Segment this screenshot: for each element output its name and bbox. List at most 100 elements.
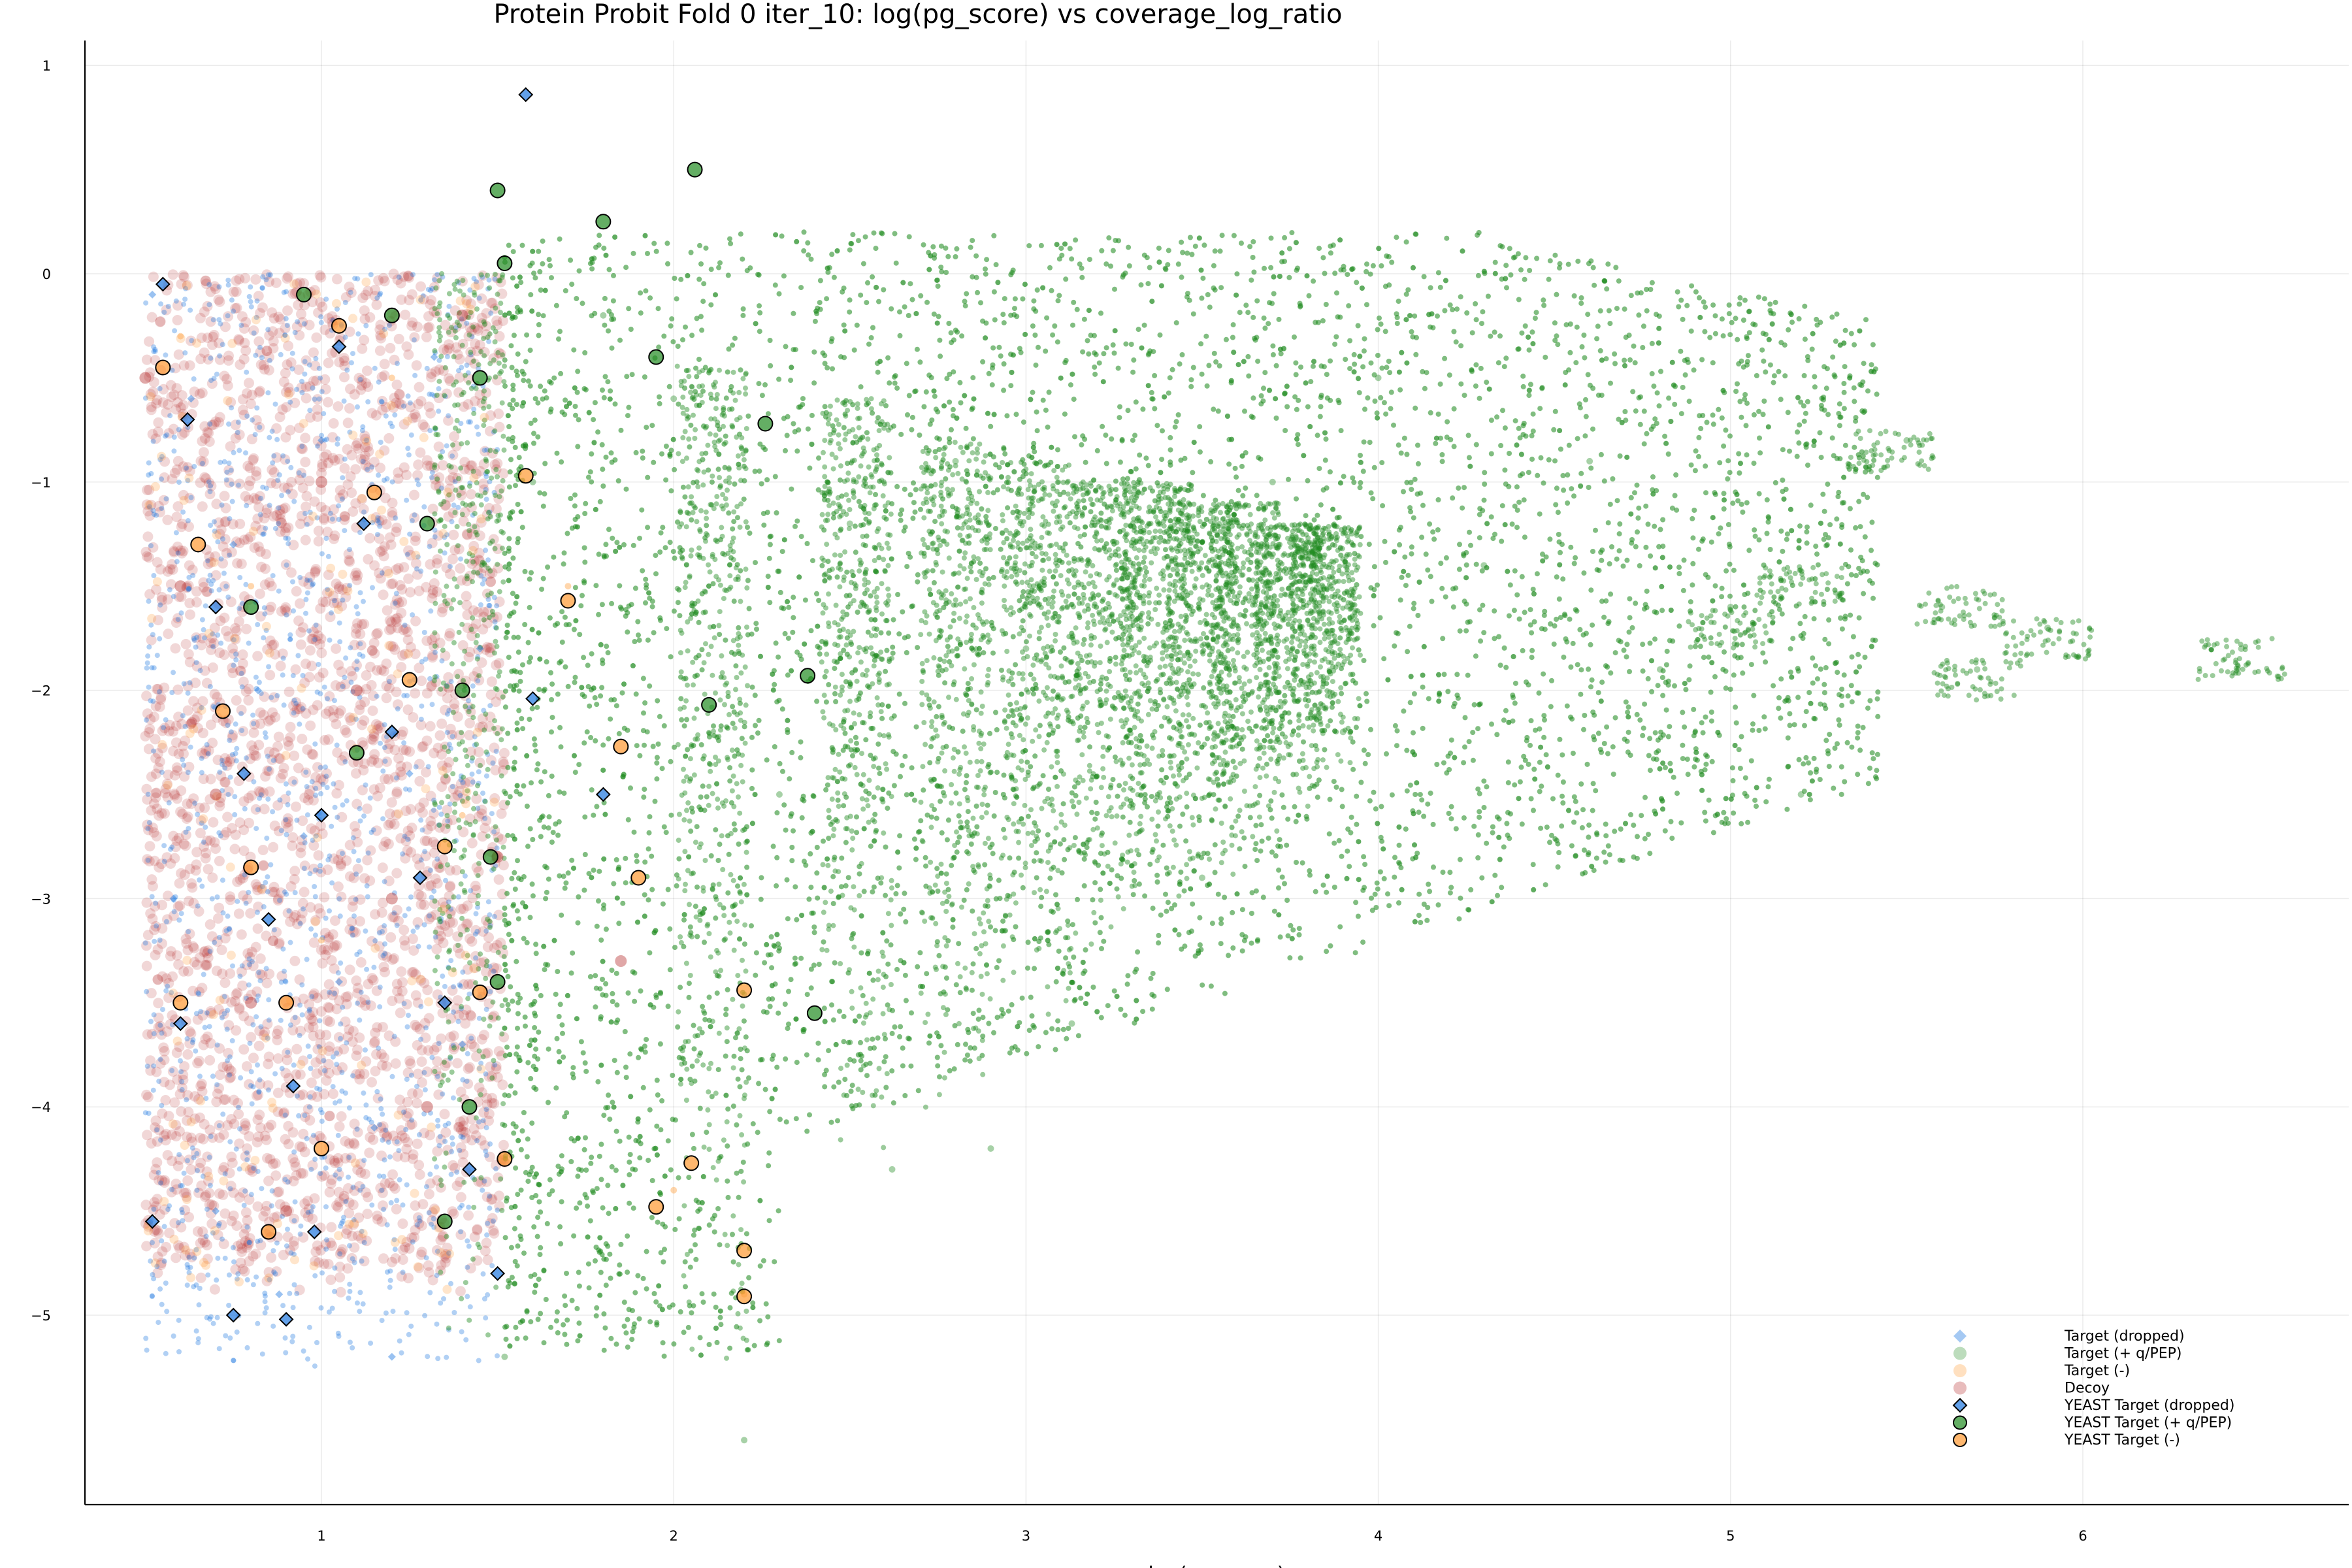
target-dropped-point [186,587,191,593]
target-dropped-point [467,419,473,425]
target-dropped-point [265,753,270,759]
decoy-point [171,841,181,853]
target-dropped-point [335,441,340,447]
target-dropped-point [235,430,240,435]
target-dropped-point [304,590,310,596]
decoy-point [264,276,275,287]
target-dropped-point [377,523,383,529]
decoy-point [311,332,322,343]
target-dropped-point [445,818,451,824]
decoy-point [290,1161,301,1172]
target-dropped-point [230,1245,236,1250]
target-dropped-point [232,812,238,817]
decoy-point [442,1145,453,1156]
target-dropped-point [259,285,265,291]
target-dropped-point [310,1132,316,1138]
decoy-point [319,324,331,335]
target-dropped-point [360,1301,366,1307]
decoy-point [291,801,301,812]
decoy-point [482,606,493,617]
decoy-point [180,638,191,649]
target-dropped-point [165,304,171,309]
decoy-point [184,1154,195,1166]
target-dropped-point [427,1171,433,1177]
decoy-point [357,343,368,354]
target-dropped-point [227,1186,233,1192]
target-dropped-point [409,518,415,523]
target-dropped-point [278,979,284,985]
decoy-point [335,860,346,872]
target-dropped-point [262,1290,268,1296]
decoy-point [381,693,392,704]
target-dropped-point [198,1009,204,1015]
decoy-point [167,269,178,280]
decoy-point [416,1056,427,1067]
decoy-point [276,887,287,898]
target-dropped-point [234,1329,240,1335]
target-dropped-point [426,1210,432,1216]
decoy-point [147,913,158,924]
target-dropped-point [459,1202,465,1208]
target-dropped-point [427,868,433,873]
target-dropped-point [427,944,433,950]
target-dropped-point [150,1087,156,1093]
decoy-point [484,647,495,658]
decoy-point [366,734,377,745]
target-dropped-point [318,314,324,319]
target-dropped-point [296,1113,302,1119]
target-dropped-point [332,1265,338,1271]
target-dropped-point [173,298,179,304]
target-dropped-point [239,684,245,690]
target-dropped-point [419,659,425,664]
target-dropped-point [301,906,306,912]
decoy-point [202,1151,213,1162]
decoy-point [382,756,392,767]
decoy-point [402,627,413,638]
target-dropped-point [149,665,155,671]
target-dropped-point [408,894,414,900]
target-dropped-point [381,1173,387,1179]
target-dropped-point [280,672,286,678]
target-dropped-point [436,386,442,391]
target-dropped-point [247,1040,253,1046]
target-dropped-point [482,815,488,821]
decoy-point [493,1046,504,1057]
target-dropped-point [163,919,169,924]
target-dropped-point [365,894,370,900]
decoy-point [174,878,185,889]
target-dropped-point [466,698,471,704]
target-dropped-point [238,670,244,676]
target-dropped-point [431,889,437,894]
decoy-point [289,1157,300,1168]
target-dropped-point [459,1329,465,1335]
target-dropped-point [186,1254,192,1260]
target-dropped-point [294,1093,300,1099]
decoy-point [261,346,272,357]
decoy-point [358,764,369,776]
decoy-point [367,973,378,984]
decoy-point [377,862,388,874]
target-dropped-point [160,1007,165,1013]
decoy-point [274,753,284,764]
decoy-point [275,773,286,783]
target-dropped-point [325,696,330,702]
target-dropped-point [400,851,406,857]
decoy-point [169,389,180,400]
decoy-point [191,586,202,597]
target-dropped-point [253,1014,259,1020]
decoy-point [181,1191,192,1202]
decoy-point [229,996,240,1007]
target-dropped-point [150,1240,155,1245]
decoy-point [306,1090,317,1101]
decoy-point [244,463,255,474]
target-dropped-point [330,1084,336,1090]
target-dropped-point [436,408,442,414]
target-dropped-point [184,1097,189,1103]
target-dropped-point [227,1139,233,1145]
target-dropped-point [225,913,231,919]
decoy-point [304,572,316,583]
target-dropped-point [299,1012,305,1018]
target-dropped-point [229,297,235,303]
decoy-point [378,962,389,973]
decoy-point [326,1174,337,1185]
